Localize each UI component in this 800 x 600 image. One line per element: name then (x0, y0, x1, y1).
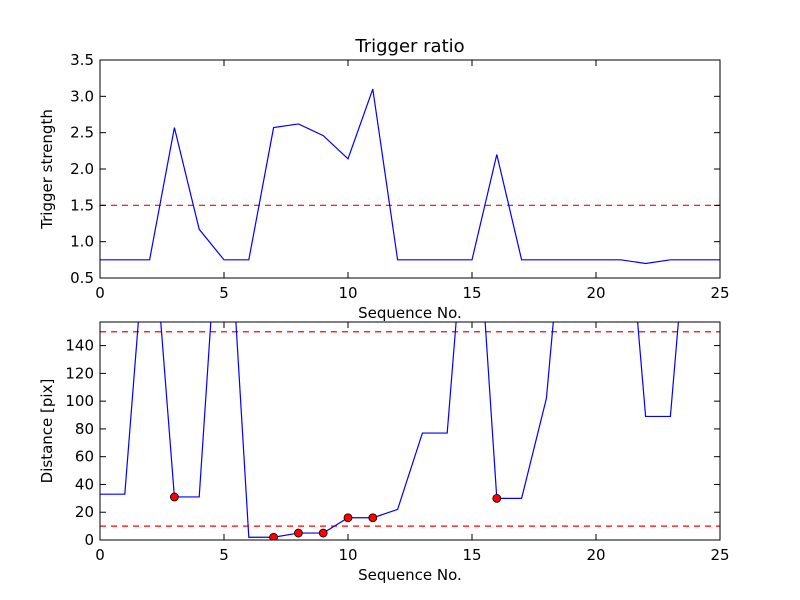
trigger-x-tick-label-5: 25 (710, 284, 729, 302)
distance-y-axis-label: Distance [pix] (38, 379, 56, 484)
distance-x-tick-label-1: 5 (219, 546, 229, 564)
trigger-y-tick-label-0: 0.5 (70, 269, 94, 287)
distance-marker-2 (293, 528, 303, 538)
trigger-y-tick-label-1: 1.0 (70, 233, 94, 251)
distance-marker-5 (368, 513, 378, 523)
trigger-y-tick-label-6: 3.5 (70, 51, 94, 69)
trigger-y-tick-label-4: 2.5 (70, 124, 94, 142)
trigger-x-tick-label-2: 10 (338, 284, 357, 302)
trigger-chart-title: Trigger ratio (354, 36, 464, 57)
trigger-x-axis-label: Sequence No. (358, 304, 462, 322)
trigger-plot-area (100, 88, 720, 265)
distance-series-line-0 (100, 322, 679, 538)
distance-y-tick-label-2: 40 (75, 475, 94, 493)
distance-x-tick-label-4: 20 (586, 546, 605, 564)
trigger-x-tick-label-1: 5 (219, 284, 229, 302)
trigger-y-tick-label-2: 1.5 (70, 196, 94, 214)
distance-y-tick-label-6: 120 (65, 364, 94, 382)
distance-y-tick-label-7: 140 (65, 337, 94, 355)
distance-x-axis-label: Sequence No. (358, 566, 462, 584)
distance-x-tick-label-0: 0 (95, 546, 105, 564)
distance-plot-area (100, 322, 720, 540)
chart-trigger-ratio: 0 5 10 15 20 25 0.5 1.0 1.5 2.0 2.5 3.0 3.5 Trigger r… (38, 36, 730, 322)
distance-marker-4 (343, 513, 353, 523)
trigger-x-tick-label-0: 0 (95, 284, 105, 302)
distance-x-tick-label-2: 10 (338, 546, 357, 564)
distance-y-tick-label-4: 80 (75, 420, 94, 438)
chart-distance: 0 5 10 15 20 25 0 20 40 60 80 100 120 140 Sequence No.… (38, 321, 730, 584)
distance-x-tick-label-3: 15 (462, 546, 481, 564)
trigger-y-tick-label-5: 3.0 (70, 87, 94, 105)
distance-y-tick-label-5: 100 (65, 392, 94, 410)
distance-marker-1 (269, 532, 278, 540)
distance-x-tick-label-5: 25 (710, 546, 729, 564)
distance-marker-3 (318, 528, 328, 538)
trigger-x-tick-label-4: 20 (586, 284, 605, 302)
trigger-y-tick-label-3: 2.0 (70, 160, 94, 178)
distance-y-tick-label-3: 60 (75, 448, 94, 466)
distance-y-tick-label-0: 0 (84, 531, 94, 549)
distance-y-tick-label-1: 20 (75, 503, 94, 521)
distance-marker-6 (492, 493, 502, 503)
distance-marker-0 (169, 492, 179, 502)
trigger-series-line-0 (100, 88, 720, 265)
trigger-y-axis-label: Trigger strength (38, 109, 56, 230)
trigger-x-tick-label-3: 15 (462, 284, 481, 302)
distance-axes-frame (99, 321, 721, 541)
